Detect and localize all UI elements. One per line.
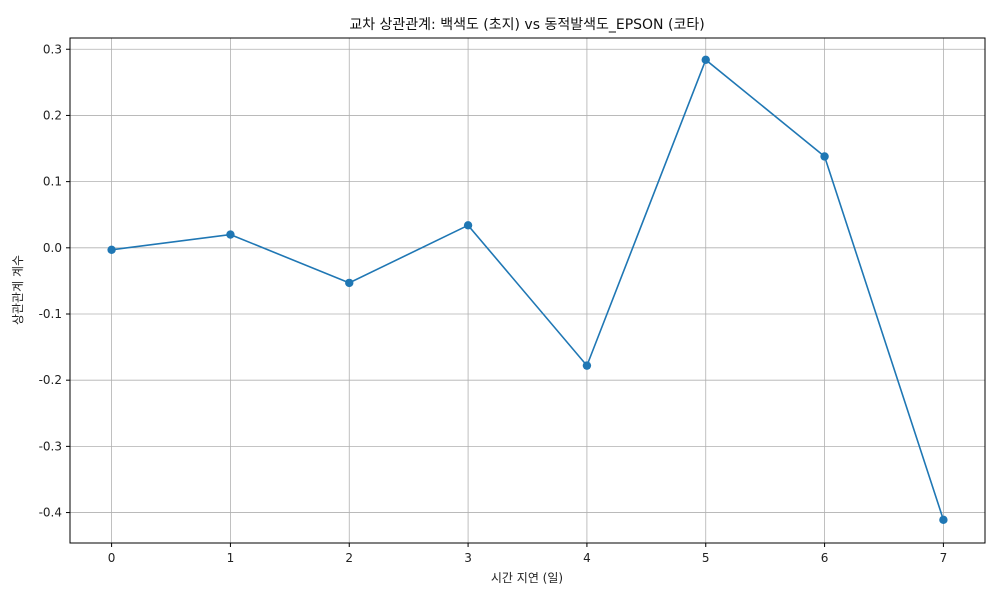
- x-tick-label: 3: [464, 551, 472, 565]
- x-tick-label: 6: [821, 551, 829, 565]
- data-point: [345, 278, 354, 288]
- axis-ticks: 0 1 2 3 4 5 6 7 -0.4 -0.3 -0.2 -0.1 0.0 0.1 0.2 0.3: [39, 42, 948, 565]
- y-tick-label: 0.1: [43, 175, 62, 189]
- data-point: [939, 515, 948, 525]
- y-axis-label: 상관관계 계수: [11, 255, 25, 325]
- y-tick-label: 0.3: [43, 42, 62, 56]
- data-point: [107, 245, 116, 254]
- x-tick-label: 5: [702, 551, 710, 565]
- y-tick-label: -0.4: [39, 506, 62, 520]
- x-tick-label: 7: [940, 551, 948, 565]
- y-tick-label: 0.2: [43, 108, 62, 122]
- data-point: [582, 361, 592, 370]
- x-tick-label: 2: [345, 551, 353, 565]
- x-axis-label: 시간 지연 (일): [491, 571, 563, 585]
- data-point: [226, 230, 235, 239]
- data-point: [820, 152, 829, 161]
- series: [107, 55, 948, 525]
- data-point: [701, 55, 710, 65]
- y-tick-label: -0.2: [39, 373, 62, 387]
- x-tick-label: 4: [583, 551, 591, 565]
- y-tick-label: -0.3: [39, 439, 62, 453]
- series-line: [111, 58, 945, 521]
- data-point: [463, 221, 473, 230]
- x-tick-label: 1: [227, 551, 235, 565]
- x-tick-label: 0: [108, 551, 116, 565]
- y-tick-label: 0.0: [43, 241, 62, 255]
- plot-area-frame: [69, 37, 986, 544]
- chart-title: 교차 상관관계: 백색도 (초지) vs 동적발색도_EPSON (코타): [349, 17, 704, 33]
- y-tick-label: -0.1: [39, 307, 62, 321]
